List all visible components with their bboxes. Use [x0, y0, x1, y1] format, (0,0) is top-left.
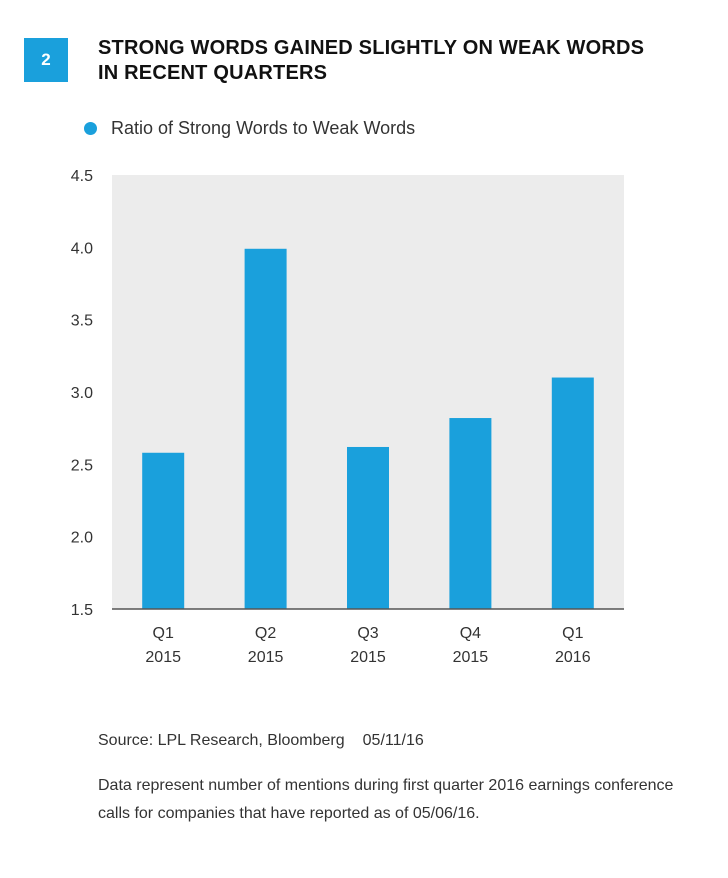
- chart-title-line-2: IN RECENT QUARTERS: [98, 62, 328, 84]
- x-tick-label: Q3: [357, 625, 378, 642]
- x-tick-label: Q1: [562, 625, 583, 642]
- chart-title-line-1: STRONG WORDS GAINED SLIGHTLY ON WEAK WOR…: [98, 37, 645, 59]
- legend: Ratio of Strong Words to Weak Words: [84, 118, 415, 139]
- bar: [551, 377, 594, 609]
- x-tick-label: 2015: [248, 649, 284, 666]
- x-tick-label: Q4: [460, 625, 481, 642]
- y-tick-label: 1.5: [71, 602, 93, 619]
- y-tick-label: 2.0: [71, 530, 93, 547]
- y-tick-label: 3.5: [71, 313, 93, 330]
- y-tick-label: 4.5: [71, 168, 93, 185]
- source-line: Source: LPL Research, Bloomberg 05/11/16: [98, 732, 424, 750]
- source-date: 05/11/16: [362, 732, 424, 749]
- y-tick-label: 2.5: [71, 457, 93, 474]
- x-tick-label: 2015: [350, 649, 386, 666]
- bar: [449, 418, 492, 609]
- bar: [244, 248, 287, 609]
- source-text: Source: LPL Research, Bloomberg: [98, 732, 345, 749]
- x-tick-label: Q1: [153, 625, 174, 642]
- chart-title: STRONG WORDS GAINED SLIGHTLY ON WEAK WOR…: [98, 36, 698, 86]
- bar: [347, 446, 389, 609]
- x-tick-label: 2015: [145, 649, 181, 666]
- x-tick-label: 2016: [555, 649, 591, 666]
- y-tick-label: 3.0: [71, 385, 93, 402]
- footnote: Data represent number of mentions during…: [98, 777, 674, 822]
- x-tick-label: Q2: [255, 625, 276, 642]
- bar: [142, 452, 185, 609]
- x-tick-label: 2015: [453, 649, 489, 666]
- bar-chart: 1.5 2.0 2.5 3.0 3.5 4.0 4.5 Q1 2015 Q2 2015 Q3 2015 Q…: [71, 168, 624, 666]
- y-tick-label: 4.0: [71, 240, 93, 257]
- figure-number-badge: 2: [24, 38, 68, 82]
- legend-label: Ratio of Strong Words to Weak Words: [111, 118, 416, 138]
- legend-marker-dot: [84, 122, 97, 135]
